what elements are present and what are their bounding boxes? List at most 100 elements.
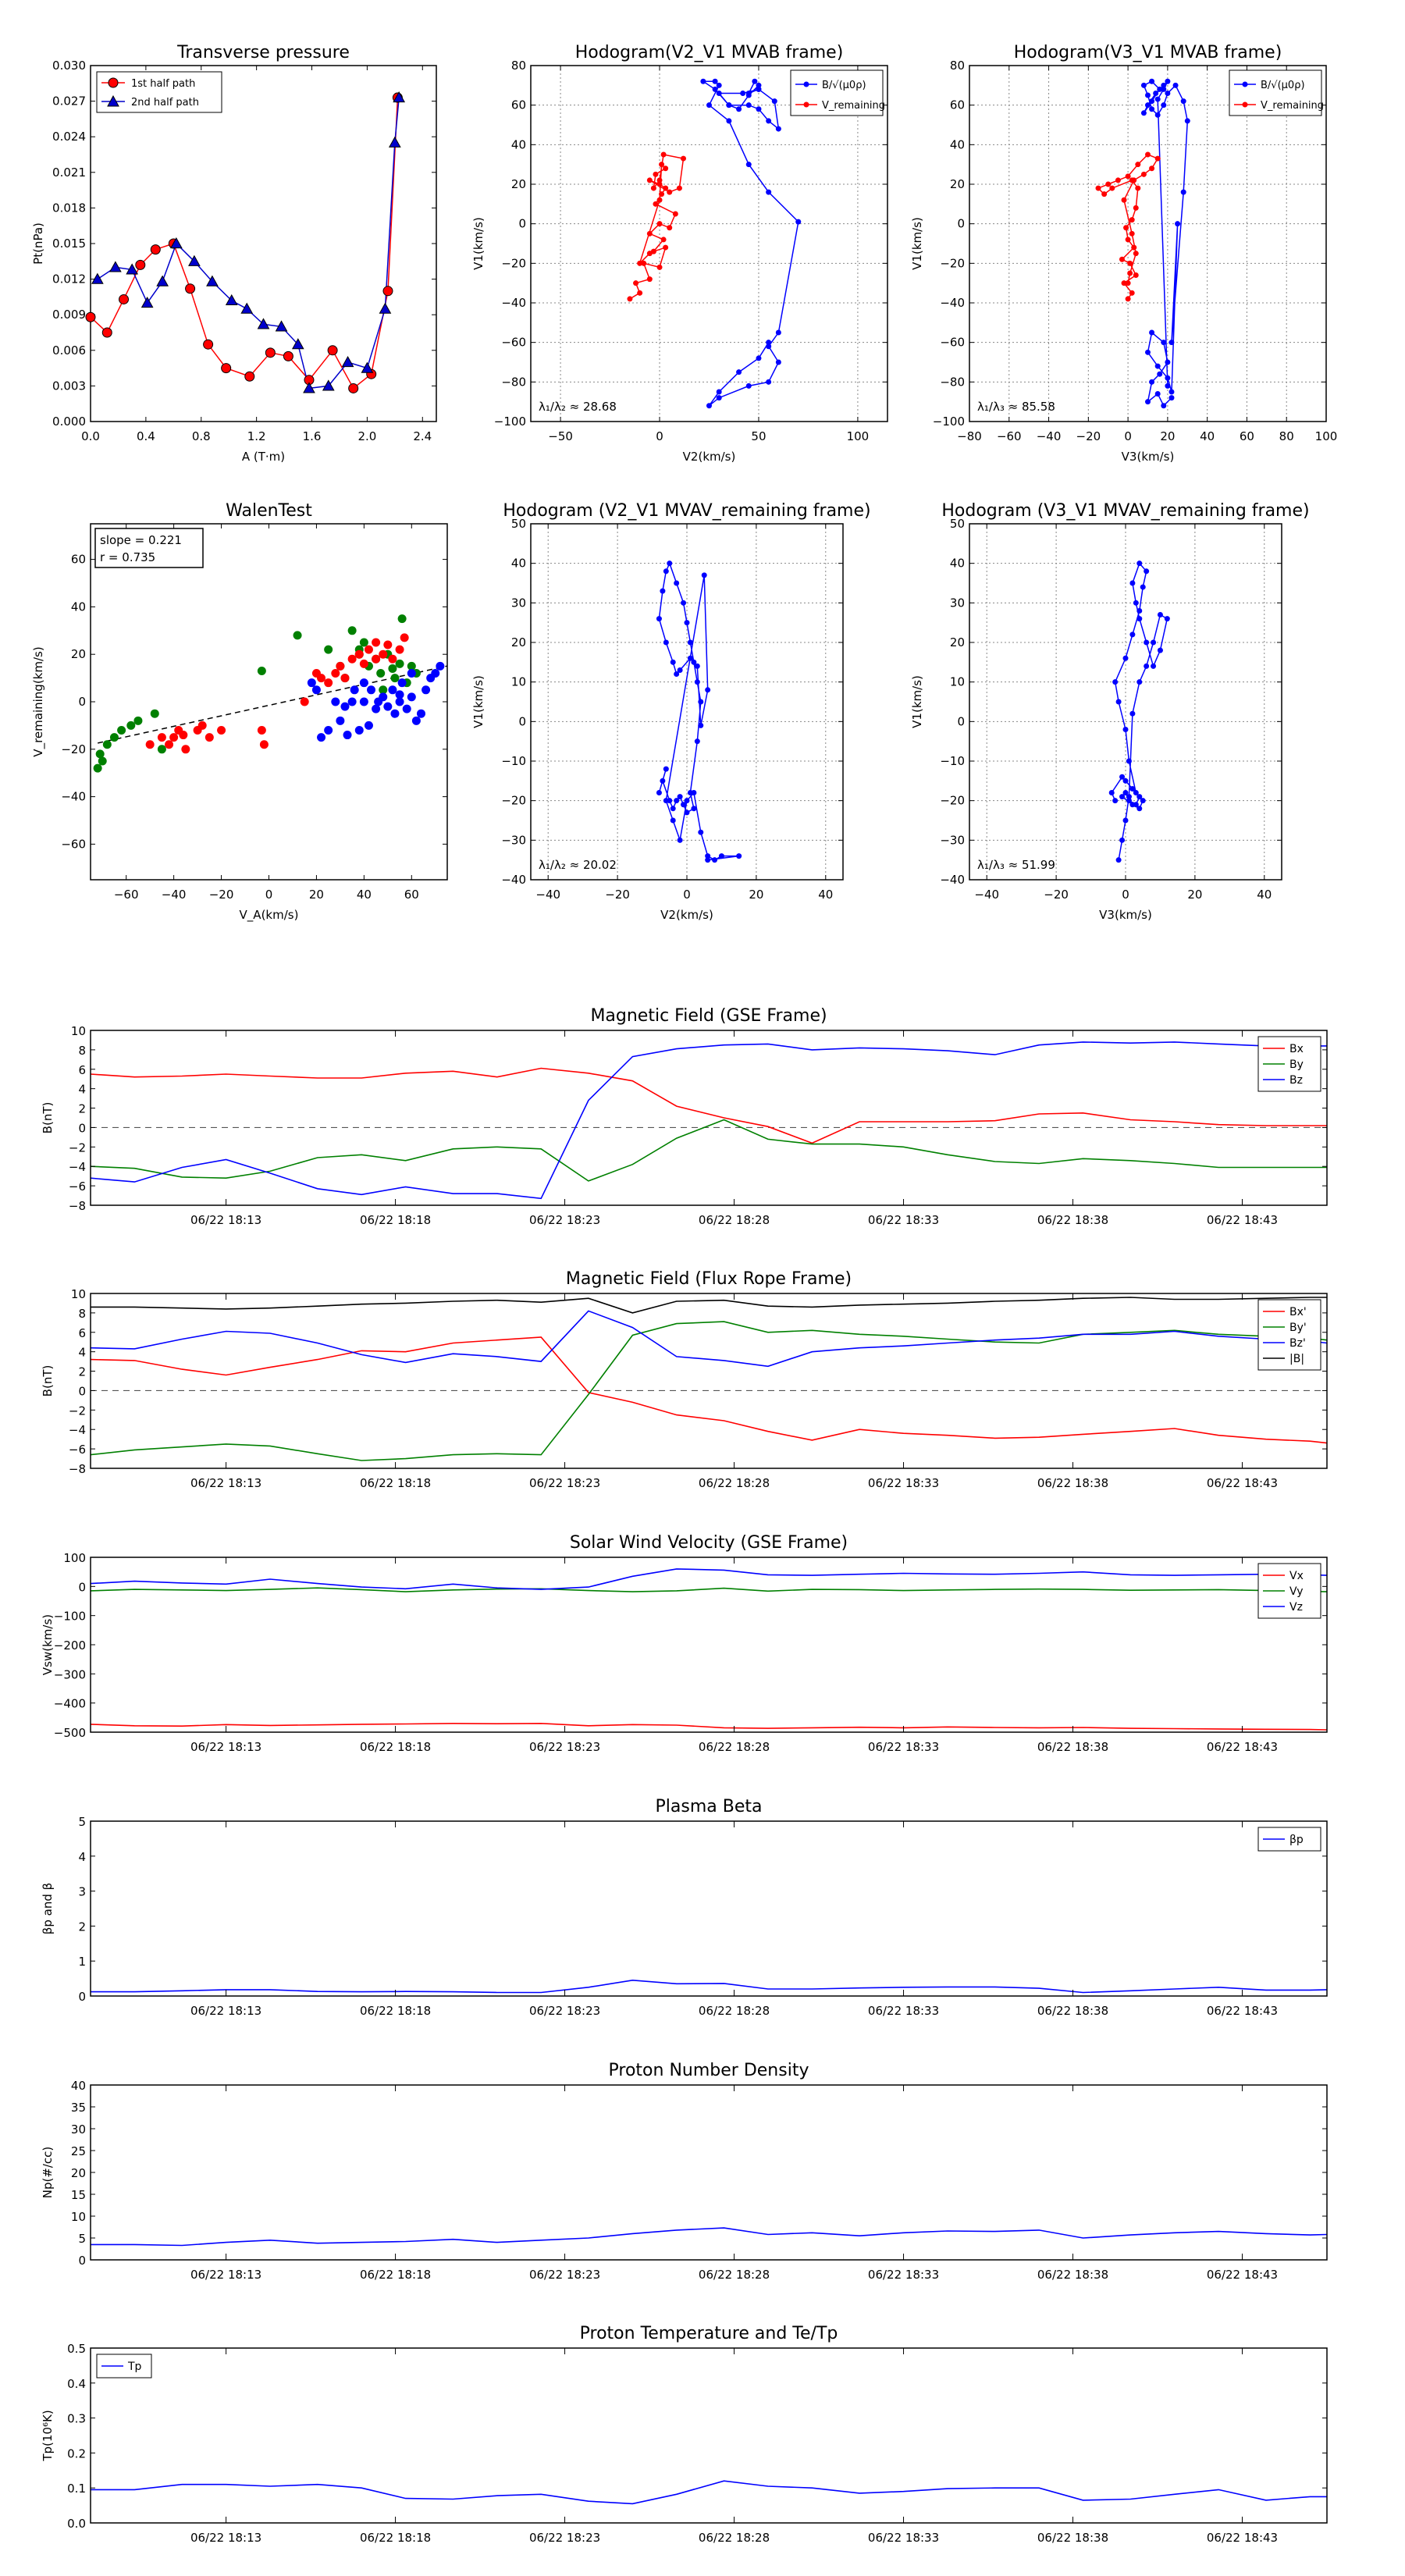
walen-point	[411, 716, 421, 725]
ts-0-ylabel: B(nT)	[41, 1102, 55, 1134]
hodogram-5-point	[1133, 790, 1139, 796]
hodogram-5-point	[1129, 802, 1136, 808]
hodogram-4-point	[663, 766, 669, 772]
walen-ytick-label: −40	[61, 790, 86, 804]
walen-point	[324, 645, 333, 654]
ts-1-series-3-line	[91, 1297, 1327, 1314]
hodogram-4-point	[736, 853, 742, 859]
ts-0-xtick-label: 06/22 18:43	[1207, 1213, 1278, 1227]
ts-0-legend-label: Bx	[1289, 1043, 1304, 1055]
hodogram-4-ytick-label: −40	[501, 873, 526, 887]
ts-5-xtick-label: 06/22 18:13	[190, 2531, 261, 2545]
ts-3-frame	[90, 1820, 1328, 1997]
pressure-xtick-label: 1.2	[247, 429, 266, 443]
hodogram-2-ytick-label: 20	[950, 177, 965, 191]
pressure-xtick-label: 0.8	[192, 429, 211, 443]
pressure-xtick-label: 0.4	[137, 429, 155, 443]
pressure-point-1st	[85, 311, 96, 322]
hodogram-5-xtick-label: −20	[1044, 888, 1069, 902]
ts-1-ytick-label: −4	[69, 1423, 86, 1437]
ts-5-legend-label: Tp	[127, 2361, 142, 2373]
hodogram-4-point	[701, 572, 707, 578]
ts-3-ytick-label: 1	[78, 1955, 86, 1969]
ts-2-xtick-label: 06/22 18:38	[1037, 1740, 1108, 1754]
ts-2-xtick-label: 06/22 18:18	[360, 1740, 431, 1754]
hodogram-4-xtick-label: 20	[749, 888, 763, 902]
hodogram-1-legend-marker	[803, 81, 809, 87]
hodogram-2-point	[1165, 382, 1171, 389]
hodogram-2-point	[1123, 225, 1129, 231]
hodogram-2-point	[1140, 110, 1147, 116]
hodogram-4-point	[660, 777, 666, 784]
ts-5-xtick-label: 06/22 18:33	[868, 2531, 939, 2545]
ts-2-xtick-label: 06/22 18:33	[868, 1740, 939, 1754]
walen-point	[431, 669, 440, 678]
pressure-ytick-label: 0.000	[52, 415, 86, 429]
pressure-point-1st	[244, 371, 255, 382]
ts-0-ytick-label: 2	[78, 1102, 86, 1116]
ts-0-ytick-label: 6	[78, 1063, 86, 1077]
walen-point	[422, 685, 431, 695]
hodogram-2-point	[1149, 165, 1155, 172]
ts-3-ylabel: βp and β	[41, 1883, 55, 1934]
ts-1-xtick-label: 06/22 18:38	[1037, 1476, 1108, 1490]
ts-1-series-1-line	[90, 1321, 1328, 1461]
walen-point	[379, 692, 388, 702]
hodogram-5-ytick-label: 0	[957, 714, 965, 728]
walen-panel: −60 −40 −20 0 20 40 60 −60 −40 −20 0 20 40 60 WalenTes…	[31, 501, 448, 923]
hodogram-2-ytick-label: −80	[940, 375, 965, 389]
hodogram-5-ytick-label: −10	[940, 754, 965, 768]
hodogram-2-point	[1133, 251, 1139, 257]
walen-point	[157, 733, 166, 742]
ts-5-ytick-label: 0.0	[67, 2517, 86, 2531]
walen-ytick-label: 40	[71, 600, 86, 614]
hodogram-1-point	[659, 162, 665, 168]
hodogram-4-xtick-label: −40	[535, 888, 560, 902]
walen-point	[169, 733, 179, 742]
ts-2-ytick-label: −300	[54, 1667, 86, 1681]
hodogram-2-xtick-label: 80	[1279, 429, 1294, 443]
ts-5-ytick-label: 0.2	[67, 2446, 86, 2460]
ts-0-series-0-line	[90, 1067, 1327, 1144]
walen-point	[181, 745, 190, 754]
pressure-xtick-label: 1.6	[303, 429, 322, 443]
hodogram-1-legend: B/√(μ0ρ) V_remaining	[790, 69, 885, 116]
ts-5-ytick-label: 0.5	[67, 2342, 86, 2356]
hodogram-2-point	[1154, 391, 1161, 397]
pressure-point-2nd	[188, 254, 201, 266]
hodogram-1-point	[641, 260, 647, 266]
pressure-point-1st	[348, 382, 359, 393]
ts-0-ytick-label: −2	[69, 1140, 86, 1155]
ts-1-ytick-label: −8	[69, 1462, 86, 1476]
pressure-point-2nd	[240, 302, 254, 314]
hodogram-5-frame	[969, 523, 1282, 881]
hodogram-2-point	[1168, 395, 1175, 401]
hodogram-1-point	[775, 359, 781, 365]
hodogram-5-point	[1112, 679, 1119, 685]
hodogram-2-point	[1125, 296, 1131, 302]
hodogram-4-point	[698, 699, 704, 705]
pressure-ytick-label: 0.003	[52, 379, 86, 393]
hodogram-2-xtick-label: 60	[1240, 429, 1254, 443]
hodogram-2-point	[1121, 197, 1127, 203]
ts-1-xtick-label: 06/22 18:13	[190, 1476, 261, 1490]
hodogram-1-xtick-label: 50	[751, 429, 766, 443]
ts-4-xtick-label: 06/22 18:23	[529, 2268, 600, 2282]
hodogram-2-legend-marker	[1242, 81, 1248, 87]
ts-2-xtick-label: 06/22 18:43	[1207, 1740, 1278, 1754]
hodogram-1-point	[756, 106, 762, 112]
pressure-ytick-label: 0.018	[52, 201, 86, 215]
hodogram-2-point	[1161, 82, 1167, 88]
walen-point	[359, 659, 368, 668]
walen-point	[388, 685, 397, 695]
hodogram-1-point	[716, 395, 722, 401]
walen-point	[324, 678, 333, 688]
ts-0-title: Magnetic Field (GSE Frame)	[590, 1006, 827, 1026]
hodogram-1-point	[756, 86, 762, 92]
hodogram-2-panel: −80 −60 −40 −20 0 20 40 60 80 100−100−80−60−40−20…	[910, 43, 1337, 464]
hodogram-5-point	[1122, 817, 1129, 824]
hodogram-1-point	[656, 197, 663, 203]
hodogram-4-xlabel: V2(km/s)	[660, 908, 713, 922]
pressure-point-2nd	[257, 318, 270, 329]
ts-4-ytick-label: 30	[71, 2122, 86, 2137]
